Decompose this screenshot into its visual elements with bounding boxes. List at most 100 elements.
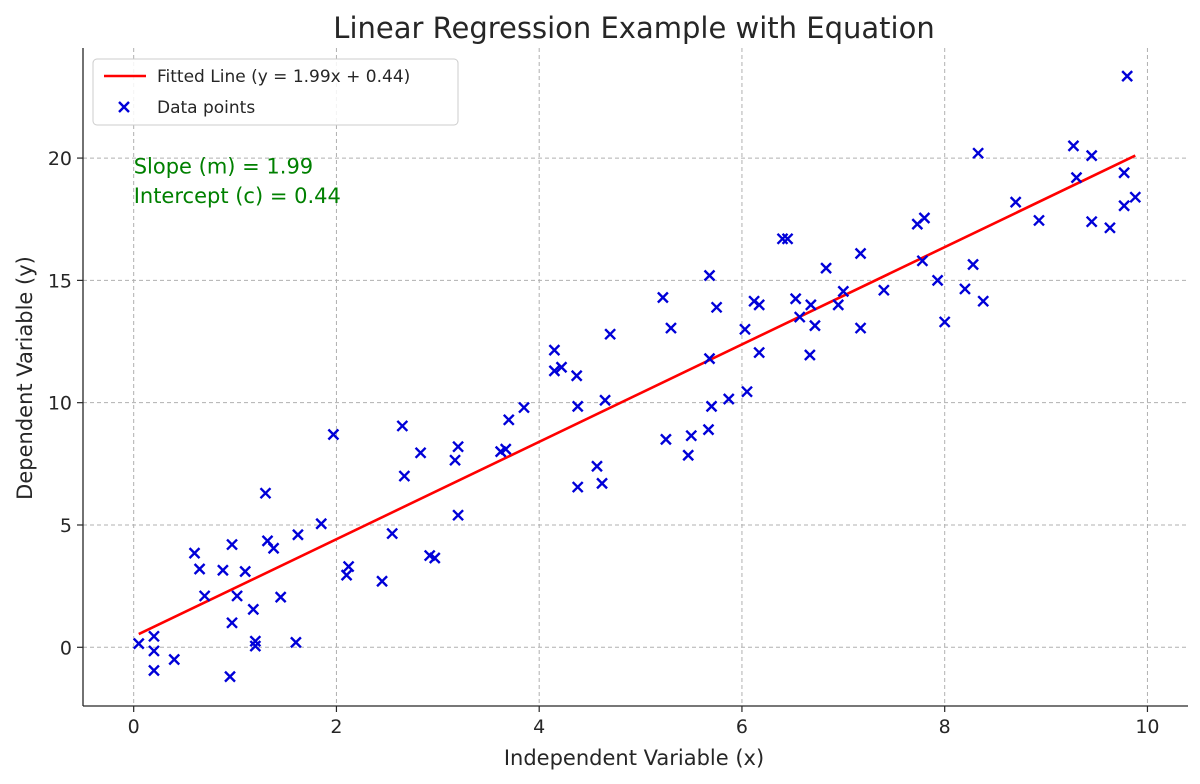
data-point — [938, 316, 951, 328]
y-tick-label: 15 — [48, 270, 72, 292]
data-point — [226, 538, 238, 551]
legend: Fitted Line (y = 1.99x + 0.44) Data poin… — [92, 58, 459, 126]
data-point — [837, 285, 850, 298]
data-point — [1067, 139, 1080, 152]
data-point — [1070, 171, 1083, 184]
x-tick-label: 10 — [1135, 716, 1159, 738]
data-point — [548, 344, 561, 356]
data-point — [916, 254, 929, 267]
data-point — [249, 640, 262, 652]
data-point — [570, 369, 583, 382]
data-point — [804, 349, 816, 361]
x-tick-label: 2 — [330, 716, 342, 738]
y-tick-label: 5 — [60, 515, 72, 537]
grid — [83, 48, 1188, 706]
data-point — [967, 258, 979, 271]
data-point — [274, 591, 287, 603]
data-point — [502, 413, 515, 426]
data-point — [148, 630, 160, 643]
legend-item-fitted-line: Fitted Line (y = 1.99x + 0.44) — [157, 67, 410, 87]
data-point — [396, 420, 409, 432]
data-point — [571, 481, 584, 493]
plot-series — [132, 70, 1142, 683]
data-point — [781, 232, 794, 245]
data-point — [226, 616, 238, 629]
y-axis-label: Dependent Variable (y) — [13, 256, 37, 500]
data-point — [1118, 199, 1130, 212]
data-point — [148, 664, 160, 677]
data-point — [705, 400, 718, 413]
annotations: Slope (m) = 1.99 Intercept (c) = 0.44 — [134, 155, 341, 209]
data-point — [1085, 215, 1098, 228]
x-tick-label: 6 — [736, 716, 748, 738]
legend-marker-swatch — [118, 101, 130, 113]
fitted-line — [138, 154, 1136, 636]
data-point — [555, 361, 568, 374]
data-point — [665, 322, 677, 334]
data-point — [386, 527, 399, 540]
data-point — [604, 328, 617, 341]
data-point — [398, 470, 411, 482]
data-point — [224, 670, 236, 683]
legend-box — [92, 58, 459, 126]
data-point — [591, 460, 603, 473]
data-point — [753, 346, 766, 359]
data-point — [428, 552, 441, 564]
data-point — [878, 284, 890, 297]
data-point — [342, 560, 355, 573]
x-tick-label: 8 — [939, 716, 951, 738]
x-tick-label: 4 — [533, 716, 545, 738]
data-point — [548, 365, 561, 377]
data-point — [793, 311, 806, 323]
data-point — [290, 636, 302, 649]
data-point — [198, 590, 211, 602]
data-point — [376, 575, 388, 588]
data-point — [682, 449, 695, 462]
data-point — [168, 653, 181, 666]
data-point — [327, 428, 340, 441]
data-point — [1129, 191, 1142, 204]
data-point — [685, 429, 698, 442]
data-point — [1104, 221, 1116, 234]
data-point — [217, 564, 229, 577]
data-point — [972, 147, 984, 160]
data-point — [518, 401, 530, 414]
data-point — [854, 247, 867, 260]
x-tick-label: 0 — [128, 716, 140, 738]
data-point — [259, 487, 272, 500]
data-point — [249, 635, 262, 648]
data-point — [188, 547, 201, 559]
data-point — [452, 509, 464, 522]
data-point — [702, 423, 715, 436]
y-tick-label: 0 — [60, 637, 72, 659]
data-point — [193, 563, 206, 575]
slope-annotation: Slope (m) = 1.99 — [134, 155, 313, 179]
data-point — [449, 454, 461, 467]
data-point — [596, 477, 608, 490]
y-tick-label: 20 — [48, 148, 72, 170]
data-point — [499, 443, 512, 456]
data-point — [1085, 149, 1098, 162]
data-point — [1121, 70, 1134, 82]
data-point — [148, 645, 160, 657]
y-tick-label: 10 — [48, 393, 72, 415]
data-point — [315, 517, 328, 530]
data-point — [452, 440, 464, 453]
data-point — [753, 298, 766, 311]
data-point — [722, 393, 735, 405]
data-point — [703, 352, 716, 365]
data-point — [340, 569, 353, 581]
chart-title: Linear Regression Example with Equation — [333, 11, 934, 45]
data-point — [132, 637, 145, 650]
data-point — [739, 323, 751, 336]
data-point — [710, 301, 723, 314]
data-point — [789, 292, 802, 305]
axes — [82, 48, 1188, 707]
intercept-annotation: Intercept (c) = 0.44 — [134, 184, 341, 208]
data-point — [660, 433, 672, 446]
legend-item-data-points: Data points — [157, 98, 255, 118]
data-point — [1009, 196, 1022, 208]
data-point — [657, 291, 669, 304]
data-point — [832, 298, 845, 311]
